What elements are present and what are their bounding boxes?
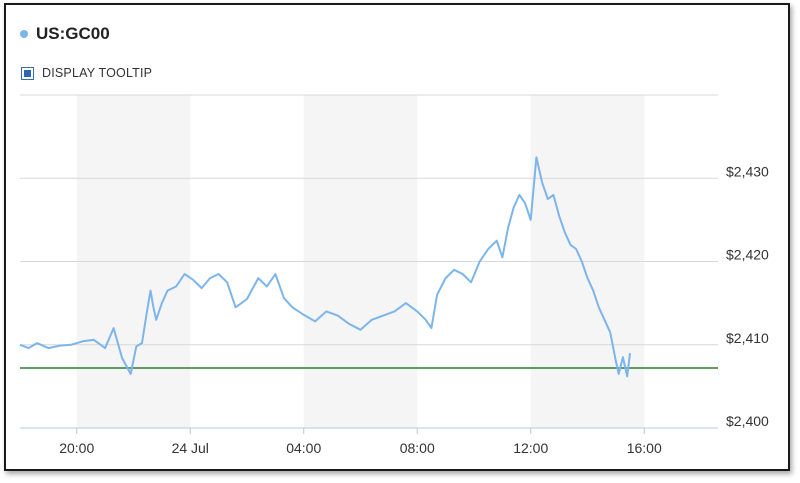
legend[interactable]: US:GC00	[20, 24, 110, 44]
tooltip-checkbox[interactable]	[21, 66, 34, 80]
legend-marker-icon	[20, 30, 28, 38]
tooltip-toggle-label: DISPLAY TOOLTIP	[42, 66, 153, 80]
x-tick-label: 08:00	[400, 440, 435, 456]
y-tick-label: $2,410	[726, 330, 769, 346]
x-tick-label: 16:00	[627, 440, 662, 456]
x-tick-label: 12:00	[513, 440, 548, 456]
x-tick-label: 04:00	[286, 440, 321, 456]
y-tick-label: $2,420	[726, 247, 769, 263]
legend-symbol: US:GC00	[36, 24, 110, 43]
y-tick-label: $2,400	[726, 413, 769, 429]
y-tick-label: $2,430	[726, 163, 769, 179]
checkbox-checked-icon	[24, 69, 31, 77]
display-tooltip-toggle[interactable]: DISPLAY TOOLTIP	[21, 66, 152, 80]
x-tick-label: 20:00	[59, 440, 94, 456]
series-line	[609, 332, 631, 378]
x-tick-label: 24 Jul	[172, 440, 209, 456]
series-line	[19, 156, 612, 375]
